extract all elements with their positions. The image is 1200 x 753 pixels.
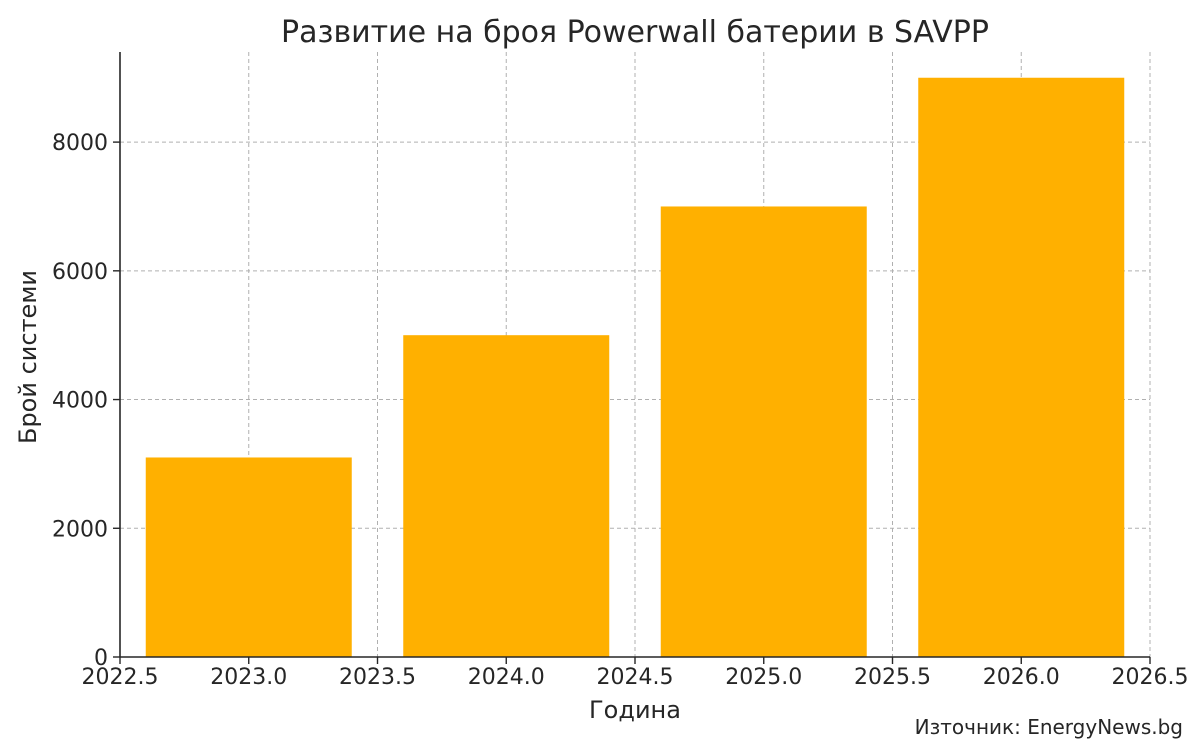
- x-axis-label: Година: [589, 696, 681, 724]
- bar-2024: [403, 335, 610, 657]
- x-tick-label: 2024.0: [468, 665, 545, 690]
- bars: [145, 77, 1125, 657]
- y-tick-label: 4000: [52, 389, 108, 414]
- y-ticks: 0 2000 4000 6000 8000: [52, 131, 120, 671]
- y-axis-label: Брой системи: [14, 270, 42, 444]
- y-tick-label: 8000: [52, 131, 108, 156]
- x-tick-label: 2024.5: [597, 665, 674, 690]
- x-tick-label: 2025.0: [725, 665, 802, 690]
- x-ticks: 2022.5 2023.0 2023.5 2024.0 2024.5 2025.0 2025…: [82, 657, 1189, 690]
- y-tick-label: 6000: [52, 260, 108, 285]
- bar-2025: [660, 206, 867, 657]
- source-note: Източник: EnergyNews.bg: [915, 715, 1183, 739]
- x-tick-label: 2023.0: [210, 665, 287, 690]
- y-tick-label: 2000: [52, 517, 108, 542]
- bar-2023: [145, 457, 352, 657]
- x-tick-label: 2022.5: [82, 665, 159, 690]
- x-tick-label: 2026.0: [983, 665, 1060, 690]
- x-tick-label: 2023.5: [339, 665, 416, 690]
- x-tick-label: 2025.5: [854, 665, 931, 690]
- x-tick-label: 2026.5: [1112, 665, 1189, 690]
- y-tick-label: 0: [94, 646, 108, 671]
- chart-title: Развитие на броя Powerwall батерии в SAV…: [281, 15, 989, 50]
- bar-2026: [918, 77, 1125, 657]
